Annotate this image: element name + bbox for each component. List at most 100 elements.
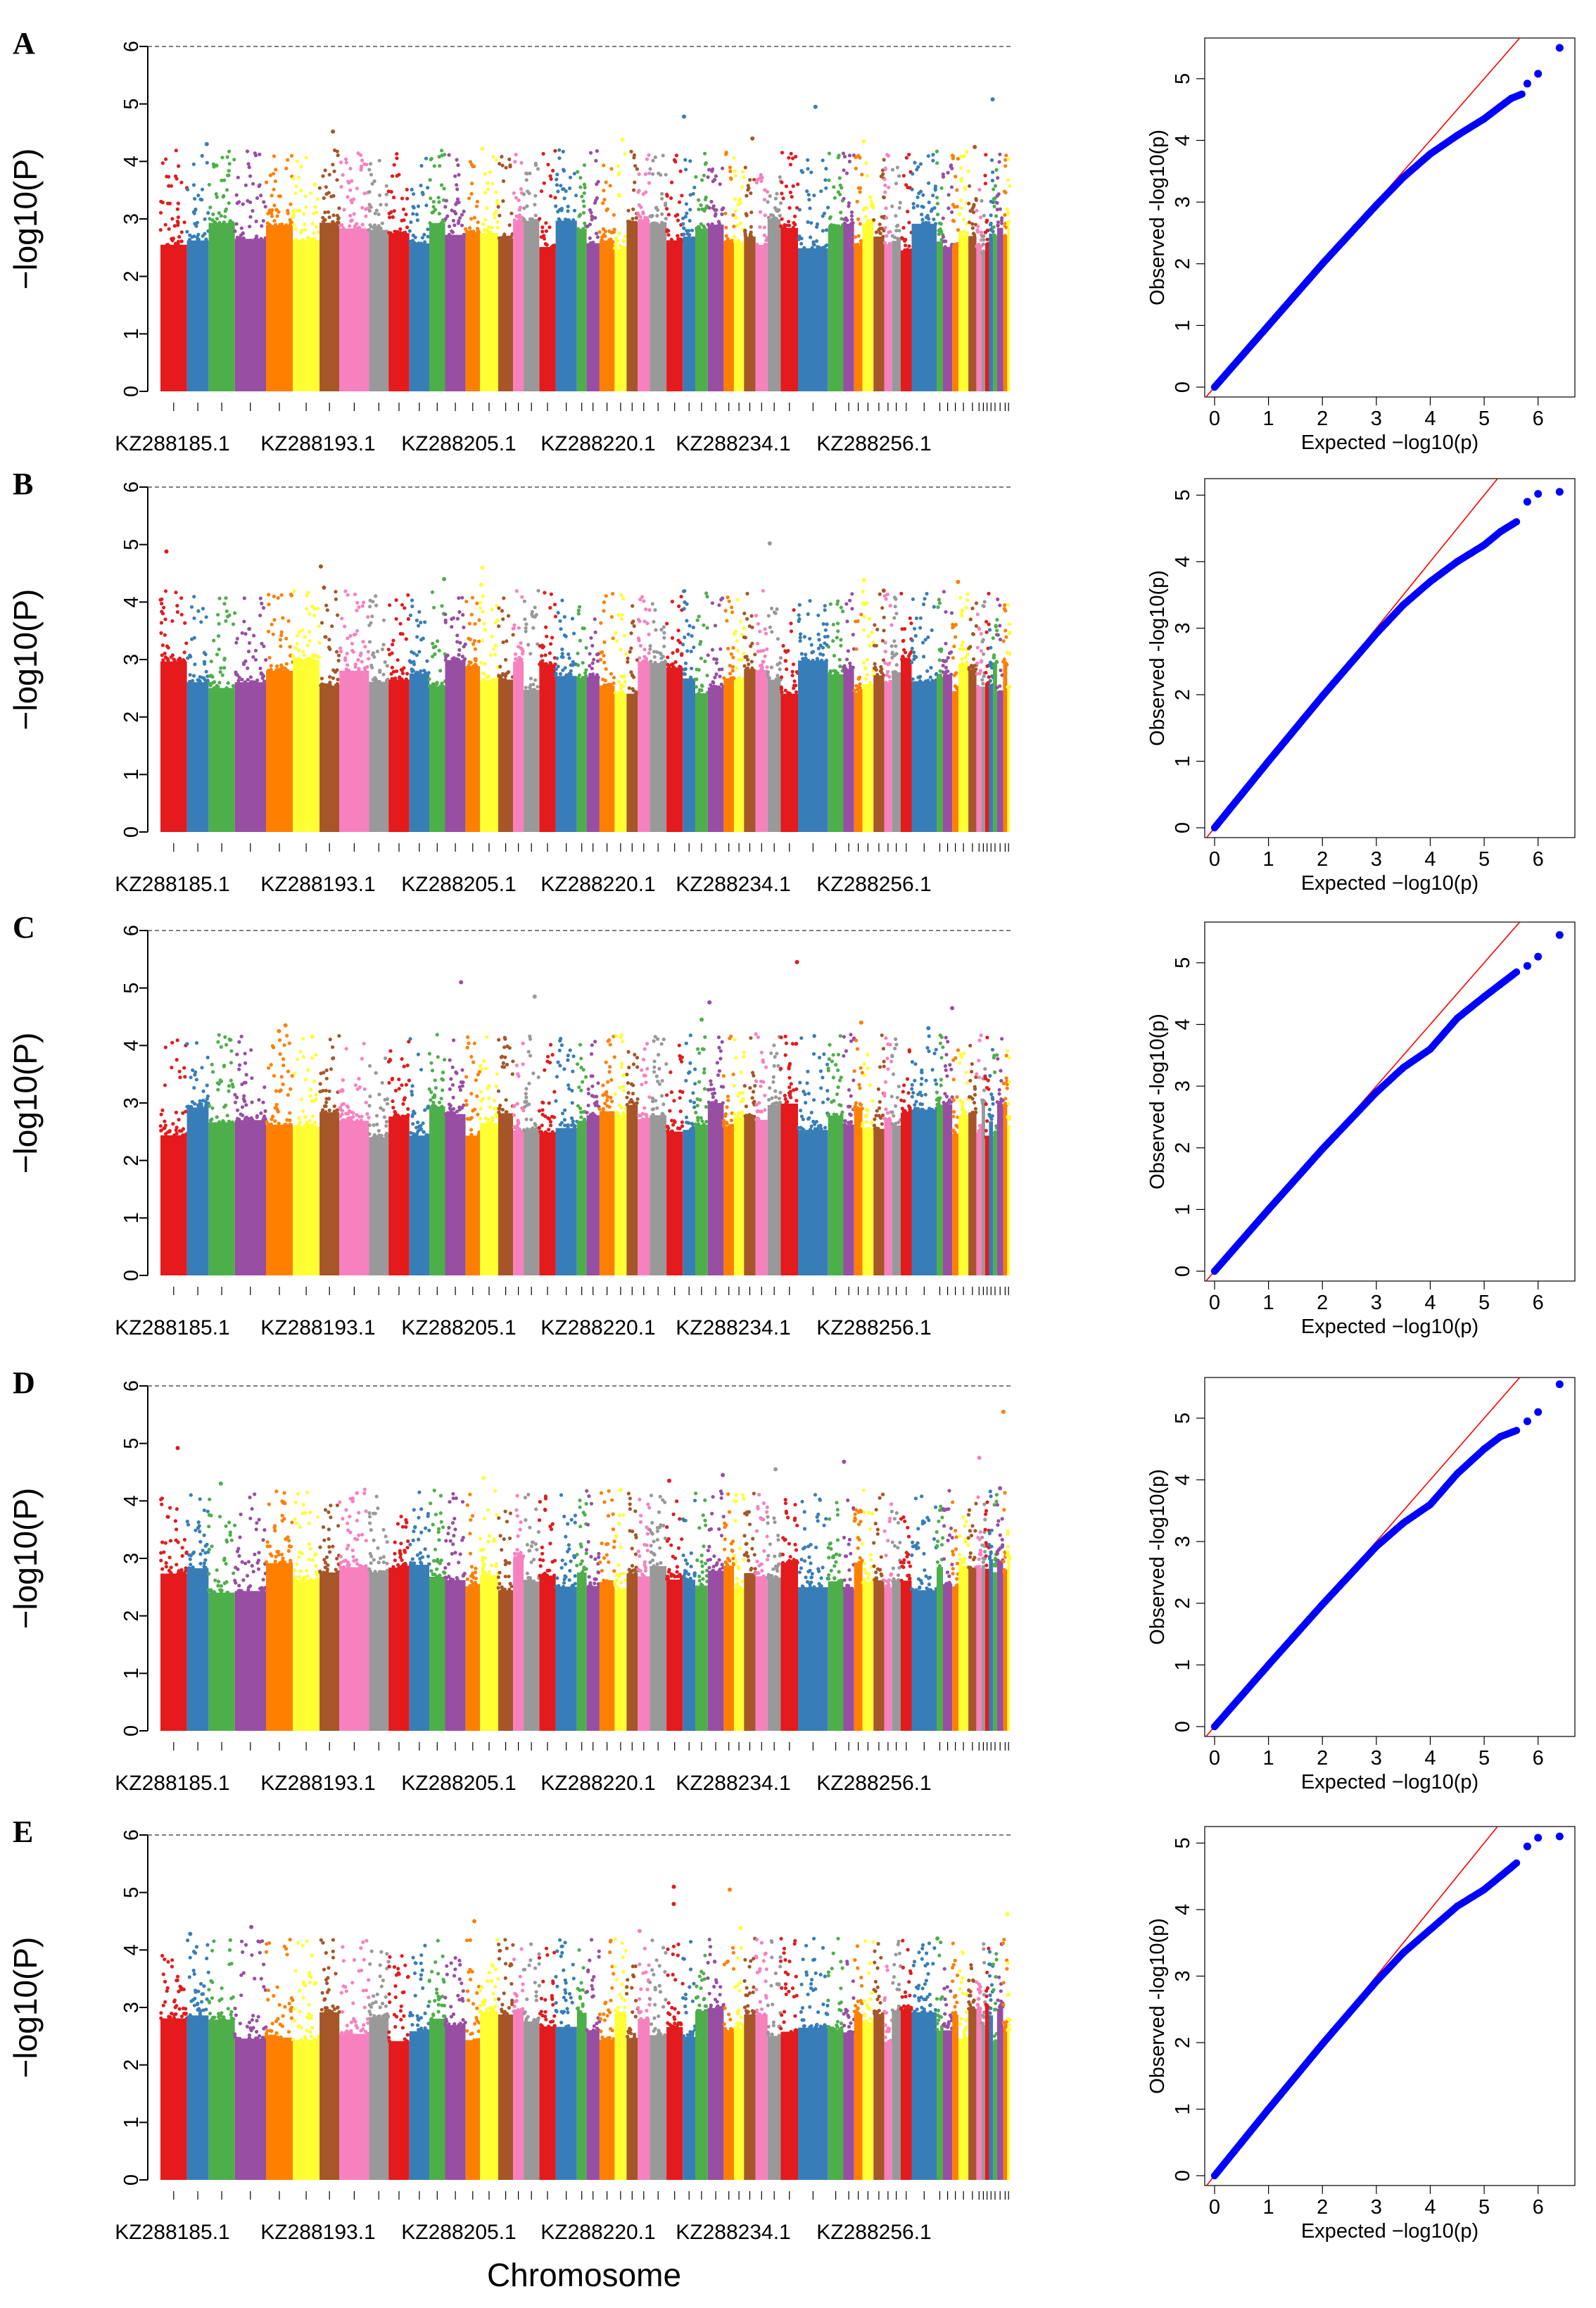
- snp-point: [756, 641, 760, 646]
- snp-point: [550, 1052, 555, 1057]
- snp-point: [168, 1539, 173, 1543]
- snp-point: [493, 620, 498, 625]
- snp-point: [440, 153, 444, 158]
- snp-point: [985, 1119, 989, 1123]
- snp-point: [500, 1107, 505, 1112]
- chromosome-label: KZ288185.1: [115, 1316, 229, 1339]
- snp-point: [882, 629, 886, 633]
- snp-point: [810, 246, 814, 250]
- snp-point: [572, 631, 576, 636]
- snp-point: [562, 1067, 566, 1071]
- snp-point: [626, 208, 631, 213]
- snp-point: [760, 175, 764, 179]
- snp-point: [922, 655, 926, 659]
- snp-point: [633, 220, 638, 225]
- snp-point: [323, 210, 327, 215]
- snp-point: [660, 196, 664, 201]
- snp-point: [526, 1049, 531, 1054]
- snp-point: [175, 1507, 179, 1511]
- snp-point: [262, 679, 267, 683]
- chromosome-band: [884, 1119, 892, 1275]
- snp-point: [440, 604, 444, 608]
- snp-point: [756, 622, 760, 626]
- snp-point: [199, 1102, 203, 1106]
- snp-point: [228, 220, 232, 225]
- snp-point: [331, 220, 335, 224]
- snp-point: [483, 172, 488, 176]
- snp-point: [640, 1083, 644, 1087]
- snp-point: [404, 1083, 409, 1087]
- snp-point: [581, 227, 585, 231]
- snp-point: [533, 194, 538, 198]
- snp-point: [540, 225, 545, 229]
- snp-point: [533, 163, 538, 168]
- snp-point: [502, 596, 506, 600]
- snp-point: [1008, 184, 1012, 188]
- chromosome-band: [293, 1126, 320, 1275]
- snp-point: [372, 179, 376, 183]
- snp-point: [749, 1036, 753, 1040]
- snp-point: [964, 1071, 968, 1075]
- snp-point: [949, 650, 954, 655]
- snp-point: [193, 662, 197, 667]
- snp-point: [162, 1550, 166, 1554]
- snp-point: [270, 214, 274, 218]
- snp-point: [700, 1047, 705, 1051]
- snp-point: [899, 591, 904, 595]
- snp-point: [389, 671, 393, 676]
- snp-point: [467, 664, 471, 668]
- snp-point: [593, 215, 597, 220]
- snp-point: [875, 627, 880, 632]
- snp-point: [457, 596, 461, 600]
- snp-point: [358, 153, 363, 157]
- snp-point: [550, 1114, 555, 1118]
- top-hit-point: [950, 1006, 955, 1011]
- snp-point: [911, 172, 915, 176]
- snp-point: [583, 671, 588, 675]
- snp-point: [590, 643, 595, 648]
- snp-point: [576, 170, 580, 174]
- snp-point: [465, 230, 470, 234]
- snp-point: [979, 631, 983, 636]
- snp-point: [196, 1526, 201, 1530]
- snp-point: [860, 1106, 864, 1111]
- snp-point: [495, 198, 500, 203]
- snp-point: [978, 669, 982, 673]
- snp-point: [939, 648, 944, 652]
- snp-point: [873, 662, 877, 666]
- snp-point: [642, 1047, 647, 1051]
- snp-point: [754, 1103, 759, 1107]
- snp-point: [596, 179, 600, 184]
- snp-point: [714, 208, 718, 212]
- snp-point: [887, 185, 891, 189]
- snp-point: [272, 618, 277, 622]
- snp-point: [533, 605, 537, 610]
- snp-point: [956, 1048, 961, 1052]
- snp-point: [998, 684, 1002, 688]
- snp-point: [694, 685, 699, 689]
- chromosome-band: [498, 238, 514, 391]
- snp-point: [866, 634, 870, 638]
- snp-point: [367, 1104, 372, 1108]
- snp-point: [973, 233, 977, 237]
- snp-point: [511, 633, 515, 637]
- snp-point: [882, 1064, 886, 1068]
- snp-point: [186, 656, 190, 660]
- chromosome-band: [993, 235, 997, 391]
- snp-point: [479, 1064, 483, 1068]
- snp-point: [251, 655, 255, 659]
- snp-point: [941, 670, 945, 674]
- snp-point: [474, 657, 478, 661]
- snp-point: [367, 203, 372, 207]
- snp-point: [513, 160, 517, 164]
- snp-point: [420, 236, 425, 240]
- manhattan-y-tick-label: 1: [120, 328, 143, 339]
- snp-point: [216, 1040, 220, 1044]
- snp-point: [1008, 622, 1012, 626]
- snp-point: [737, 199, 742, 203]
- snp-point: [645, 622, 650, 626]
- snp-point: [286, 1069, 291, 1073]
- snp-point: [906, 654, 911, 658]
- snp-point: [207, 1104, 212, 1108]
- snp-point: [461, 1080, 465, 1085]
